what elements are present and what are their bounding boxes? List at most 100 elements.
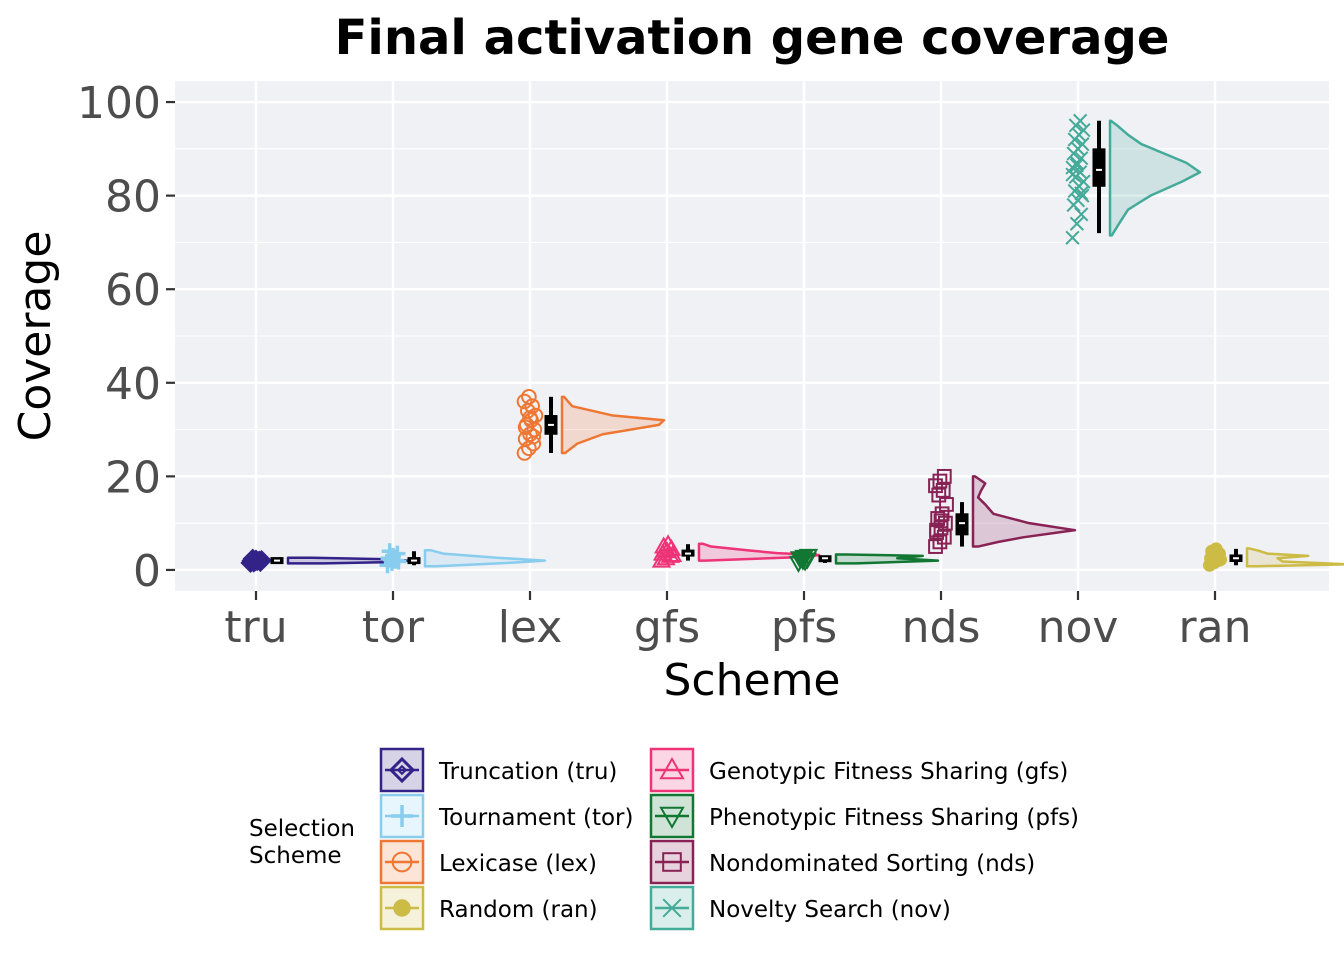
x-tick-label: nov xyxy=(1038,602,1119,653)
violin-pfs xyxy=(834,553,940,565)
point-gfs xyxy=(662,544,683,562)
point-nov xyxy=(1075,137,1090,152)
y-tick-label: 60 xyxy=(105,265,161,316)
legend-marker xyxy=(388,756,416,784)
legend-label: Lexicase (lex) xyxy=(439,851,597,877)
point-nds xyxy=(928,539,943,554)
y-axis-title: Coverage xyxy=(10,231,61,442)
y-tick-label: 80 xyxy=(105,172,161,223)
x-tick-label: nds xyxy=(902,602,981,653)
point-lex xyxy=(525,428,542,445)
series-layer xyxy=(240,113,1344,574)
violin-nov xyxy=(1108,119,1202,237)
legend-marker xyxy=(662,898,682,918)
y-tick-label: 20 xyxy=(105,452,161,503)
violin-ran xyxy=(1245,547,1344,568)
point-nds xyxy=(929,522,945,538)
point-lex xyxy=(522,410,538,426)
y-tick-label: 100 xyxy=(77,78,161,129)
point-nds xyxy=(930,511,946,526)
legend-item-tru: Truncation (tru) xyxy=(379,747,617,793)
legend-item-lex: Lexicase (lex) xyxy=(379,839,597,885)
point-tru xyxy=(243,552,264,573)
series-nov xyxy=(1065,113,1202,245)
point-nov xyxy=(1069,158,1085,173)
point-tor xyxy=(390,553,407,570)
series-gfs xyxy=(651,534,821,568)
legend-item-nds: Nondominated Sorting (nds) xyxy=(649,839,1035,885)
x-tick-label: gfs xyxy=(634,602,700,653)
point-nov xyxy=(1065,167,1080,182)
point-tor xyxy=(382,551,399,568)
legend-marker xyxy=(393,899,411,917)
series-tor xyxy=(379,543,547,574)
point-nov xyxy=(1073,113,1088,128)
legend-label: Tournament (tor) xyxy=(438,805,633,831)
point-nds xyxy=(932,473,948,489)
point-nov xyxy=(1074,207,1089,222)
series-lex xyxy=(516,389,666,461)
legend-marker xyxy=(391,805,413,827)
legend-label: Nondominated Sorting (nds) xyxy=(709,851,1035,877)
box-nov xyxy=(1092,148,1106,187)
legend-label: Random (ran) xyxy=(439,897,598,923)
legend-item-tor: Tournament (tor) xyxy=(379,793,633,839)
legend-title: Scheme xyxy=(249,843,342,869)
point-gfs xyxy=(655,540,675,558)
series-nds xyxy=(928,468,1077,554)
y-tick-label: 40 xyxy=(105,359,161,410)
legend-label: Phenotypic Fitness Sharing (pfs) xyxy=(709,805,1079,831)
axes: 0 20 40 60 80 100 tru tor lex gfs pfs nds nov ran xyxy=(77,78,1251,653)
point-ran xyxy=(1206,548,1220,562)
series-pfs xyxy=(788,548,940,573)
legend-label: Genotypic Fitness Sharing (gfs) xyxy=(709,759,1068,785)
y-tick-label: 0 xyxy=(133,546,161,597)
point-nov xyxy=(1076,174,1091,189)
legend-item-pfs: Phenotypic Fitness Sharing (pfs) xyxy=(649,793,1079,839)
legend-item-nov: Novelty Search (nov) xyxy=(649,885,951,931)
point-nov xyxy=(1074,151,1089,166)
chart-title: Final activation gene coverage xyxy=(335,10,1170,66)
point-lex xyxy=(517,419,534,436)
legend-title: Selection xyxy=(249,816,355,842)
x-axis-title: Scheme xyxy=(663,655,840,706)
point-nds xyxy=(936,468,952,484)
point-nds xyxy=(933,513,949,529)
legend-marker xyxy=(659,756,685,780)
violin-nds xyxy=(971,475,1077,548)
legend-item-gfs: Genotypic Fitness Sharing (gfs) xyxy=(649,747,1068,793)
point-nov xyxy=(1074,186,1089,201)
x-tick-label: ran xyxy=(1179,602,1252,653)
legend-marker xyxy=(662,852,682,872)
point-pfs xyxy=(790,551,811,569)
legend-marker xyxy=(659,806,685,830)
series-ran xyxy=(1203,542,1344,572)
point-lex xyxy=(516,393,533,410)
point-nds xyxy=(932,534,948,550)
point-nds xyxy=(935,483,951,498)
x-tick-label: tor xyxy=(362,602,425,653)
violin-lex xyxy=(560,395,666,455)
legend-item-ran: Random (ran) xyxy=(379,885,598,931)
legend-label: Novelty Search (nov) xyxy=(709,897,951,923)
point-lex xyxy=(521,389,537,405)
point-nds xyxy=(931,487,947,503)
grid-lines xyxy=(175,81,1329,591)
point-nov xyxy=(1069,216,1085,231)
violin-gfs xyxy=(697,542,821,562)
point-lex xyxy=(524,398,541,414)
point-nov xyxy=(1065,230,1080,245)
x-tick-label: pfs xyxy=(771,602,837,653)
legend-marker xyxy=(391,851,413,873)
x-tick-label: lex xyxy=(498,602,563,653)
x-tick-label: tru xyxy=(224,602,287,653)
point-nds xyxy=(928,478,943,494)
legend-label: Truncation (tru) xyxy=(438,759,617,785)
violin-tor xyxy=(423,549,547,568)
box-nds xyxy=(955,513,969,536)
point-pfs xyxy=(795,554,815,572)
point-nov xyxy=(1073,165,1088,180)
point-nds xyxy=(939,497,954,512)
